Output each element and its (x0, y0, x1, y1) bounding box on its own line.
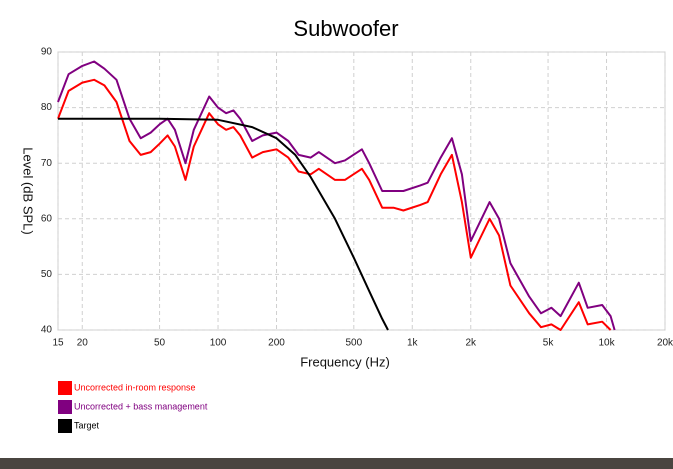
x-tick-label: 20k (657, 338, 673, 349)
x-tick-label: 100 (210, 338, 227, 349)
x-tick-label: 10k (598, 338, 615, 349)
x-axis-label: Frequency (Hz) (300, 354, 390, 369)
legend-label: Uncorrected + bass management (74, 401, 208, 411)
x-tick-label: 5k (543, 338, 555, 349)
legend-label: Target (74, 420, 100, 430)
y-tick-label: 50 (41, 269, 53, 280)
series-line (57, 78, 612, 331)
series-line (58, 117, 389, 331)
chart-title: Subwoofer (293, 16, 398, 41)
y-tick-label: 70 (41, 158, 53, 169)
y-tick-label: 90 (41, 47, 53, 58)
x-tick-label: 20 (77, 338, 89, 349)
x-tick-label: 50 (154, 338, 166, 349)
legend-label: Uncorrected in-room response (74, 382, 196, 392)
legend-swatch (58, 419, 72, 433)
legend-swatch (58, 381, 72, 395)
y-axis-label: Level (dB SPL) (21, 147, 36, 234)
x-tick-label: 15 (52, 338, 64, 349)
series-line (57, 60, 616, 331)
y-tick-label: 40 (41, 325, 53, 336)
x-tick-label: 200 (268, 338, 285, 349)
x-tick-label: 1k (407, 338, 419, 349)
y-tick-label: 80 (41, 102, 53, 113)
taskbar-strip (0, 458, 673, 469)
x-tick-label: 500 (345, 338, 362, 349)
legend-swatch (58, 400, 72, 414)
plot-area (57, 51, 666, 331)
x-tick-label: 2k (465, 338, 477, 349)
y-tick-label: 60 (41, 213, 53, 224)
